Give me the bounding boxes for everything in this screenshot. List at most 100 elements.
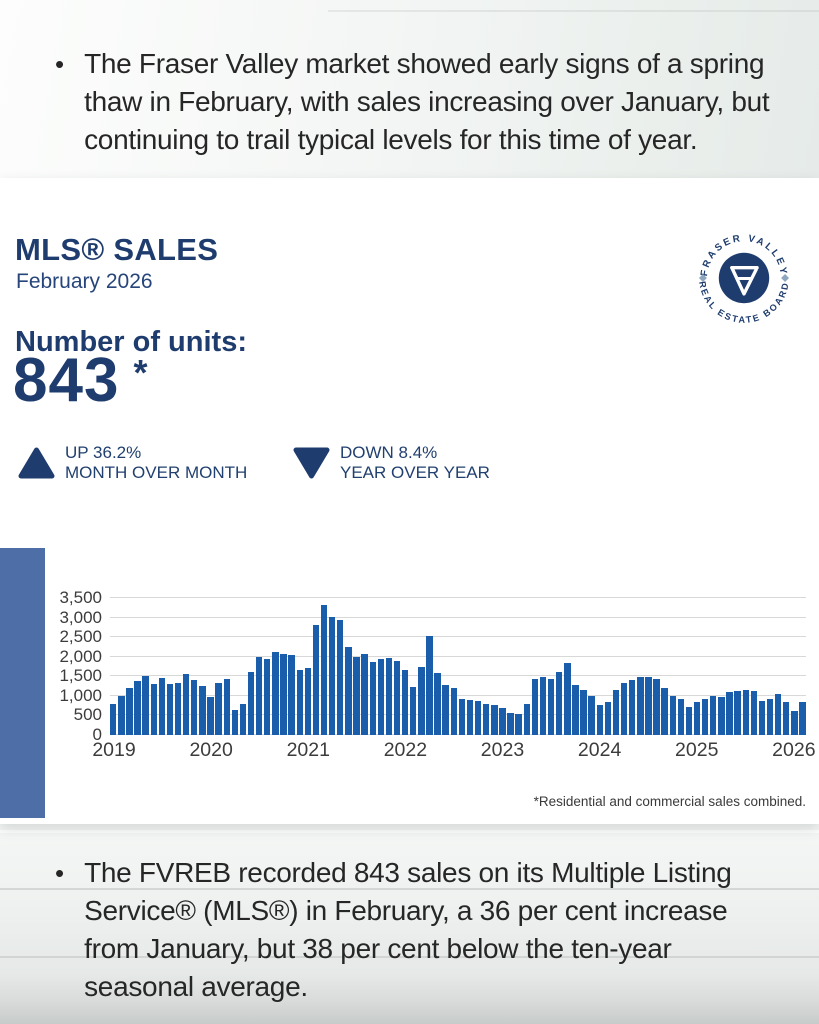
- x-tick-label: 2019: [92, 739, 136, 761]
- logo-fv-monogram-icon: [730, 266, 759, 296]
- plank-highlight: [0, 830, 819, 833]
- sales-bar: [304, 667, 312, 735]
- yoy-period-label: YEAR OVER YEAR: [340, 463, 490, 482]
- sales-bar: [580, 690, 587, 735]
- sales-bar: [523, 703, 530, 735]
- sales-bar: [182, 673, 190, 735]
- sales-bar: [629, 680, 636, 735]
- gridline: [110, 694, 806, 696]
- metric-value: 843: [13, 346, 120, 415]
- sales-bar: [158, 678, 166, 735]
- sales-bar: [280, 653, 287, 735]
- sales-bar: [466, 699, 474, 735]
- x-tick-label: 2025: [675, 739, 719, 761]
- sales-bar: [701, 699, 709, 735]
- sales-bar: [296, 670, 303, 735]
- mom-period-label: MONTH OVER MONTH: [65, 463, 248, 482]
- sales-bar: [556, 671, 563, 735]
- bottom-bullet-paragraph: • The FVREB recorded 843 sales on its Mu…: [55, 854, 771, 1006]
- top-background: [0, 0, 819, 178]
- sales-bar: [734, 690, 741, 735]
- sales-bar: [288, 655, 295, 735]
- sales-bar: [247, 671, 255, 735]
- y-tick-label: 1,500: [59, 666, 102, 686]
- sales-bar: [239, 703, 247, 735]
- sales-bar: [126, 687, 133, 735]
- sales-bar: [645, 676, 652, 735]
- sales-bar: [150, 683, 157, 735]
- chart-bars: [110, 598, 806, 735]
- y-tick-label: 1,000: [59, 685, 102, 705]
- sales-bar: [272, 651, 279, 735]
- up-triangle-icon: [18, 447, 55, 479]
- sales-bar: [191, 680, 198, 735]
- sales-bar: [783, 701, 790, 735]
- sales-bar-chart: 0 500 1,000 1,500 2,000 2,500 3,000 3,500 2019 2…: [0, 589, 819, 770]
- mom-change-label: UP 36.2%: [65, 443, 142, 462]
- sales-bar: [401, 670, 409, 735]
- y-tick-label: 3,500: [59, 588, 102, 607]
- sales-bar: [426, 635, 433, 735]
- sales-bar: [531, 678, 539, 735]
- mom-indicator: UP 36.2% MONTH OVER MONTH: [18, 443, 247, 483]
- metric-label: Number of units:: [15, 326, 247, 358]
- x-tick-label: 2021: [286, 739, 330, 761]
- plank-line: [327, 10, 819, 12]
- sales-bar: [118, 696, 125, 735]
- sales-bar: [231, 709, 239, 735]
- bullet-dot: •: [55, 49, 65, 79]
- sales-bar: [418, 666, 425, 735]
- chart-y-axis: 0 500 1,000 1,500 2,000 2,500 3,000 3,500: [0, 589, 102, 744]
- sales-bar: [134, 681, 141, 735]
- sales-bar: [515, 714, 522, 735]
- sales-bar: [791, 710, 798, 735]
- sales-bar: [742, 690, 749, 735]
- sales-bar: [207, 696, 214, 735]
- sales-bar: [564, 662, 571, 735]
- sales-bar: [499, 707, 506, 735]
- top-paragraph-text: The Fraser Valley market showed early si…: [84, 48, 770, 155]
- sales-bar: [799, 702, 806, 735]
- sales-bar: [320, 604, 328, 735]
- fvreb-logo-svg: FRASER VALLEY REAL ESTATE BOARD: [697, 233, 790, 325]
- logo-left-diamond-icon: [698, 274, 707, 282]
- gridline: [110, 655, 806, 657]
- chart-x-axis: 2019 2020 2021 2022 2023 2024 2025 2026: [92, 739, 815, 765]
- bottom-background: [0, 824, 819, 1024]
- y-tick-label: 0: [92, 725, 102, 744]
- yoy-change-label: DOWN 8.4%: [340, 443, 438, 462]
- sales-bar: [685, 706, 693, 735]
- y-tick-label: 2,000: [59, 646, 102, 666]
- sales-bar: [726, 691, 733, 735]
- sales-bar: [110, 704, 117, 735]
- sales-bar: [710, 696, 717, 735]
- sales-bar: [255, 656, 263, 735]
- sales-bar: [474, 701, 482, 735]
- gridline: [110, 597, 806, 598]
- x-tick-label: 2026: [772, 739, 816, 761]
- sales-bar: [264, 658, 271, 735]
- sales-bar: [483, 703, 490, 735]
- gridline: [110, 714, 806, 716]
- x-tick-label: 2020: [189, 739, 233, 761]
- sales-bar: [328, 617, 336, 735]
- sales-bar: [199, 686, 206, 735]
- sales-bar: [766, 699, 774, 735]
- decorative-side-band: [0, 548, 45, 818]
- x-tick-label: 2023: [480, 739, 525, 761]
- sales-bar: [718, 697, 725, 735]
- sales-bar: [166, 684, 174, 735]
- y-tick-label: 3,000: [59, 607, 102, 627]
- sales-bar: [612, 690, 620, 735]
- report-subtitle: February 2026: [16, 270, 153, 293]
- report-title: MLS® SALES: [15, 232, 219, 267]
- sales-bar: [361, 653, 368, 735]
- sales-bar: [491, 705, 498, 735]
- chart-plot: [110, 597, 806, 735]
- top-bullet-paragraph: • The Fraser Valley market showed early …: [55, 45, 775, 159]
- sales-bar: [458, 699, 466, 735]
- sales-bar: [507, 713, 514, 735]
- sales-bar: [774, 694, 782, 735]
- plank-line: [0, 888, 819, 890]
- sales-bar: [758, 700, 766, 735]
